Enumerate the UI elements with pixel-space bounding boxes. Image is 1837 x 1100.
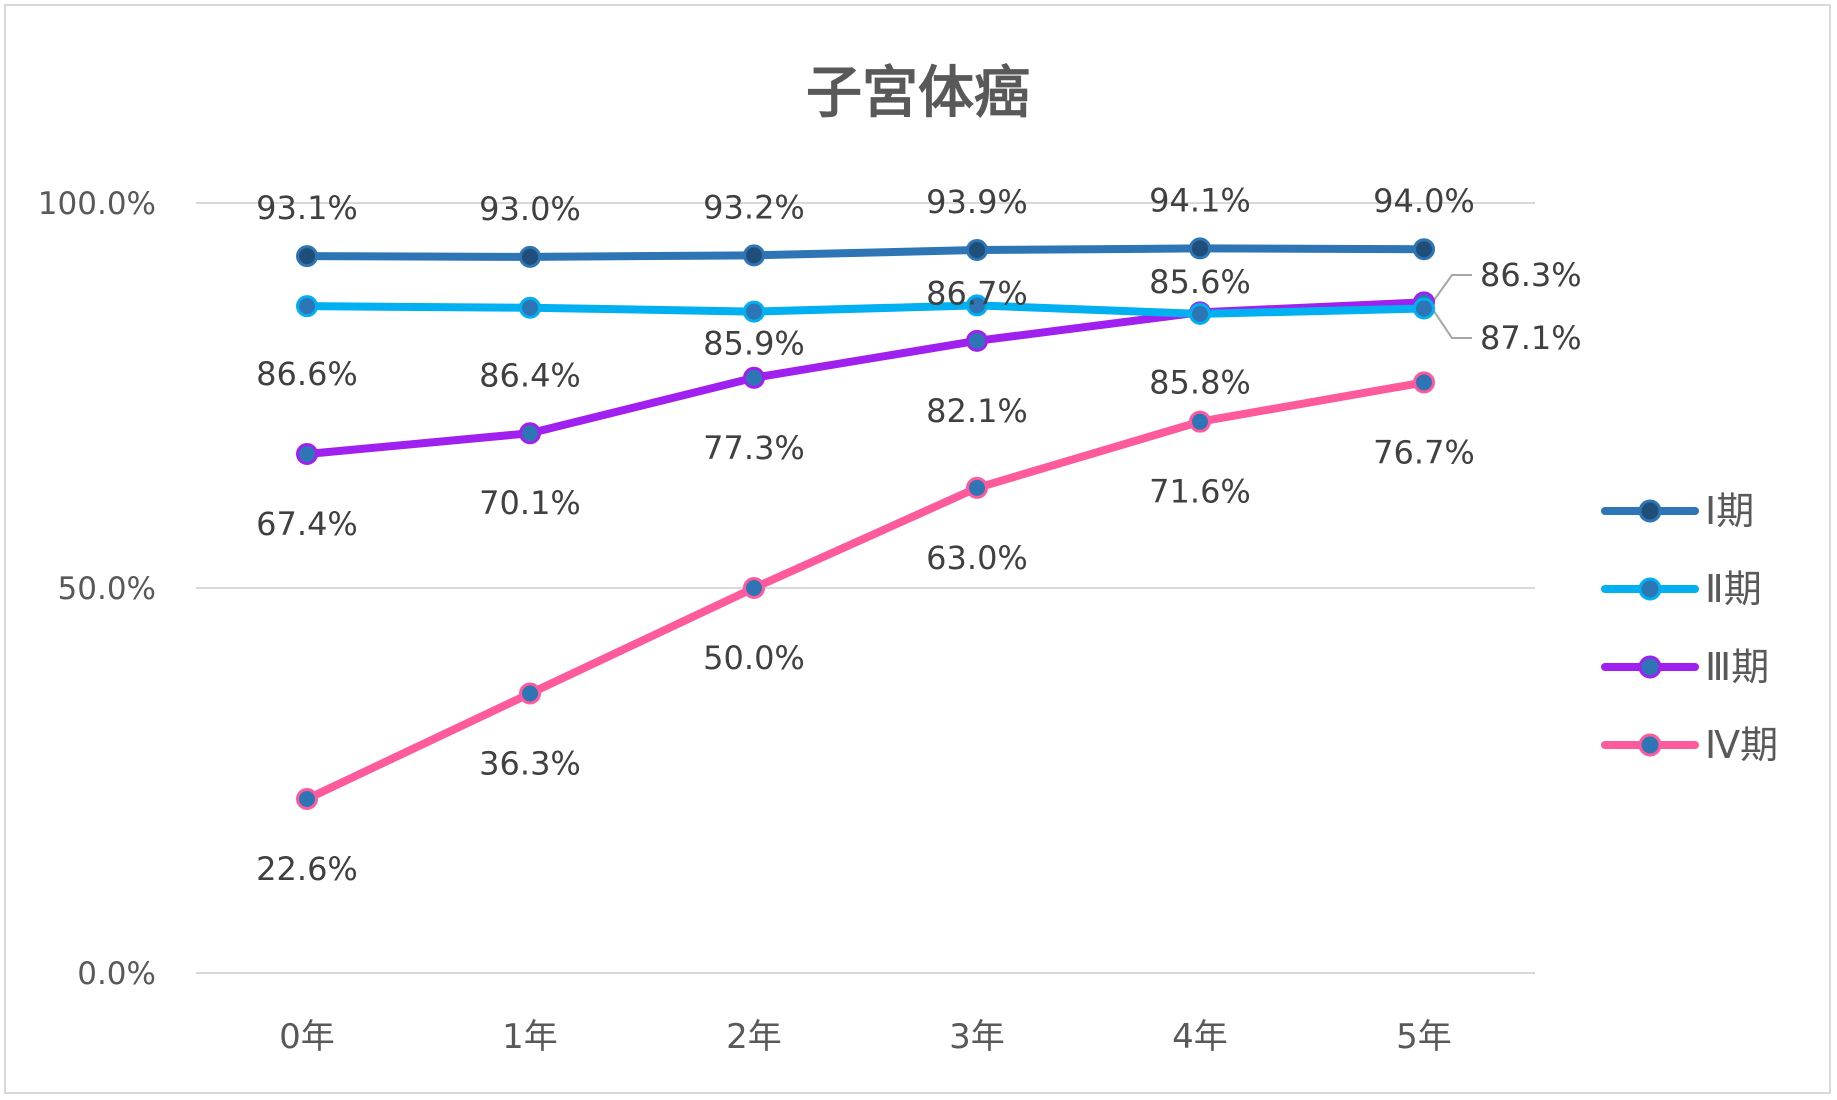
data-point	[743, 577, 765, 599]
data-point	[966, 329, 988, 352]
data-point	[743, 244, 765, 267]
data-label: 86.4%	[479, 357, 581, 395]
data-label: 85.8%	[1149, 363, 1251, 401]
x-tick-label: 0年	[279, 1017, 335, 1057]
data-point	[1413, 371, 1435, 394]
series-line	[303, 244, 1428, 261]
legend-label: Ⅰ期	[1705, 489, 1754, 533]
data-label: 93.0%	[479, 190, 581, 228]
y-tick-label: 50.0%	[58, 571, 156, 607]
data-label: 50.0%	[703, 639, 805, 677]
series-lines	[303, 244, 1428, 803]
data-point	[1189, 410, 1211, 433]
x-tick-label: 4年	[1172, 1017, 1228, 1057]
data-label: 86.7%	[926, 274, 1028, 312]
x-tick-label: 1年	[502, 1017, 558, 1057]
data-label: 82.1%	[926, 392, 1028, 430]
data-label: 76.7%	[1373, 433, 1475, 471]
data-label: 94.1%	[1149, 181, 1251, 219]
y-axis-ticks: 100.0% 50.0% 0.0%	[38, 186, 156, 992]
data-point	[296, 443, 318, 466]
data-point	[966, 476, 988, 499]
legend-label: Ⅳ期	[1705, 723, 1778, 767]
x-tick-label: 3年	[949, 1017, 1005, 1057]
series-line	[303, 301, 1428, 318]
data-point	[966, 294, 988, 317]
series-line	[303, 298, 1428, 459]
data-label: 22.6%	[256, 850, 358, 888]
chart-title: 子宮体癌	[806, 61, 1030, 126]
data-label: 85.9%	[703, 325, 805, 363]
data-label: 36.3%	[479, 744, 581, 782]
legend-label: Ⅱ期	[1705, 567, 1762, 611]
legend: Ⅰ期 Ⅱ期 Ⅲ期 Ⅳ期	[1601, 489, 1778, 767]
data-point	[519, 245, 541, 268]
data-label: 86.3%	[1480, 256, 1582, 294]
legend-swatch-marker	[1638, 499, 1662, 523]
gridlines	[196, 202, 1535, 974]
data-point	[519, 422, 541, 445]
data-point	[296, 787, 318, 810]
data-label: 70.1%	[479, 484, 581, 522]
data-label: 87.1%	[1480, 319, 1582, 357]
legend-swatch-marker	[1638, 577, 1662, 601]
data-point	[296, 295, 318, 318]
leader-line	[1427, 301, 1472, 339]
data-point	[1413, 238, 1435, 261]
data-label: 63.0%	[926, 539, 1028, 577]
data-point	[743, 300, 765, 323]
legend-swatch-marker	[1638, 733, 1662, 757]
data-label: 93.9%	[926, 183, 1028, 221]
chart-frame	[4, 4, 1831, 1094]
data-label: 86.6%	[256, 355, 358, 393]
y-tick-label: 0.0%	[77, 956, 156, 992]
data-label: 93.1%	[256, 189, 358, 227]
series-line	[303, 378, 1428, 803]
data-point	[296, 245, 318, 268]
data-label: 77.3%	[703, 429, 805, 467]
data-point	[1189, 237, 1211, 260]
y-tick-label: 100.0%	[38, 186, 156, 222]
x-tick-label: 2年	[726, 1017, 782, 1057]
x-tick-label: 5年	[1396, 1017, 1452, 1057]
data-label: 71.6%	[1149, 473, 1251, 511]
data-label: 94.0%	[1373, 182, 1475, 220]
data-label: 85.6%	[1149, 263, 1251, 301]
leader-line	[1427, 274, 1472, 310]
data-point	[743, 366, 765, 389]
data-point	[519, 296, 541, 319]
data-label: 67.4%	[256, 505, 358, 543]
data-point	[1189, 302, 1211, 325]
data-labels: 93.1% 93.0% 93.2% 93.9% 94.1% 94.0% 86.6% 86.4%…	[256, 181, 1581, 888]
data-point	[519, 682, 541, 705]
data-point	[966, 238, 988, 261]
legend-label: Ⅲ期	[1705, 645, 1769, 689]
data-label: 93.2%	[703, 188, 805, 226]
legend-swatch-marker	[1638, 655, 1662, 679]
label-leader-lines	[1427, 274, 1472, 339]
x-axis-ticks: 0年 1年 2年 3年 4年 5年	[279, 1017, 1452, 1057]
series-markers	[296, 237, 1435, 810]
data-point	[1413, 297, 1435, 320]
